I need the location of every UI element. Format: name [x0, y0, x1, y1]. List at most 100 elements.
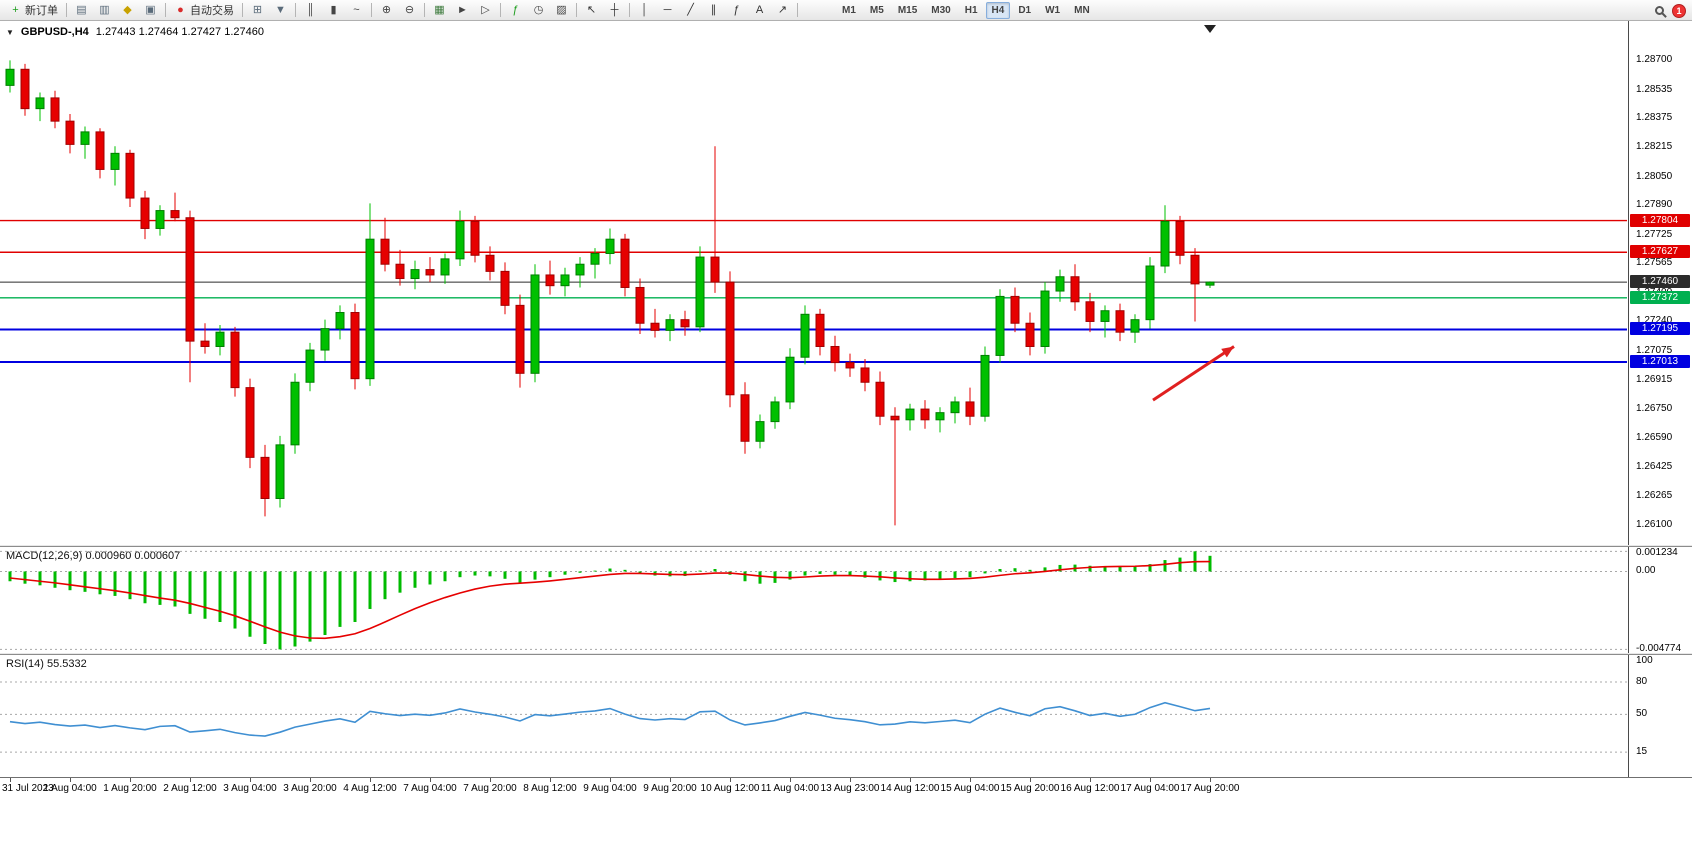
- horizontal-line-icon[interactable]: ─: [656, 1, 679, 19]
- candle-body: [230, 331, 240, 389]
- candle-body: [185, 217, 195, 342]
- time-tick: [730, 778, 731, 782]
- macd-panel[interactable]: MACD(12,26,9) 0.000960 0.000607 0.001234…: [0, 547, 1692, 654]
- toolbar-separator: [165, 3, 166, 17]
- candle-body: [80, 131, 90, 145]
- timeframe-h1-button[interactable]: H1: [964, 4, 978, 16]
- zoom-in-icon[interactable]: ⊕: [375, 1, 398, 19]
- timeframe-d1-button[interactable]: D1: [1018, 4, 1032, 16]
- trendline-icon[interactable]: ╱: [679, 1, 702, 19]
- line-chart-icon[interactable]: ~: [345, 1, 368, 19]
- trend-arrow-line[interactable]: [1152, 345, 1235, 402]
- timeframe-w1-button[interactable]: W1: [1045, 4, 1061, 16]
- timeframe-m1-button[interactable]: M1: [842, 4, 856, 16]
- tile-windows-icon[interactable]: ▦: [428, 1, 451, 19]
- time-label: 3 Aug 04:00: [223, 783, 277, 794]
- candle-body: [305, 349, 315, 383]
- cursor-icon[interactable]: ↖: [580, 1, 603, 19]
- h-lines-layer[interactable]: [0, 219, 1627, 364]
- time-label: 7 Aug 20:00: [463, 783, 517, 794]
- price-tick: 1.28050: [1636, 170, 1673, 182]
- timeframe-m15-button[interactable]: M15: [897, 4, 918, 16]
- candle-body: [260, 456, 270, 500]
- auto-scroll-icon[interactable]: ►: [451, 1, 474, 19]
- notification-badge[interactable]: 1: [1672, 3, 1686, 18]
- candle-body: [365, 238, 375, 380]
- profiles-icon[interactable]: ▼: [269, 1, 292, 19]
- bar-chart-icon: ║: [306, 4, 315, 16]
- candle-body: [935, 412, 945, 421]
- candlestick-icon[interactable]: ▮: [322, 1, 345, 19]
- vertical-line-icon[interactable]: │: [633, 1, 656, 19]
- time-label: 2 Aug 12:00: [163, 783, 217, 794]
- price-tag-1.27627[interactable]: 1.27627: [1630, 245, 1690, 259]
- candle-body: [785, 356, 795, 403]
- candle-body: [1010, 295, 1020, 324]
- price-tag-1.27195[interactable]: 1.27195: [1630, 322, 1690, 336]
- rsi-canvas: [0, 681, 1627, 753]
- new-chart-icon[interactable]: ⊞: [246, 1, 269, 19]
- price-tag-1.27804[interactable]: 1.27804: [1630, 213, 1690, 227]
- periods-dropdown[interactable]: ◷: [527, 1, 550, 19]
- navigator-icon[interactable]: ◆: [116, 1, 139, 19]
- price-tick: 1.28375: [1636, 112, 1673, 124]
- price-tag-1.27013[interactable]: 1.27013: [1630, 355, 1690, 369]
- timeframe-h4-button[interactable]: H4: [985, 1, 1011, 19]
- chart-shift-marker[interactable]: [1204, 25, 1216, 33]
- rsi-panel[interactable]: RSI(14) 55.5332 100 80 50 15: [0, 655, 1692, 777]
- timeframe-mn-button[interactable]: MN: [1074, 4, 1090, 16]
- timeframe-m30-button[interactable]: M30: [931, 4, 951, 16]
- timeframe-m5-button[interactable]: M5: [869, 4, 884, 16]
- candle-body: [95, 131, 105, 170]
- channel-icon[interactable]: ∥: [702, 1, 725, 19]
- templates-dropdown: ▨: [556, 4, 567, 16]
- candle-body: [815, 313, 825, 347]
- main-chart-panel[interactable]: ▼ GBPUSD-,H4 1.27443 1.27464 1.27427 1.2…: [0, 21, 1692, 545]
- price-tick: 1.26915: [1636, 373, 1673, 385]
- chart-ohlc-values: 1.27443 1.27464 1.27427 1.27460: [95, 26, 264, 38]
- candle-body: [800, 313, 810, 358]
- time-label: 14 Aug 12:00: [880, 783, 940, 794]
- candle-body: [545, 274, 555, 287]
- candle-body: [905, 408, 915, 421]
- toolbar-separator: [424, 3, 425, 17]
- rsi-tick: 15: [1636, 746, 1648, 758]
- fibonacci-icon[interactable]: ƒ: [725, 1, 748, 19]
- rsi-tick: 80: [1636, 675, 1648, 687]
- price-tag-1.27372[interactable]: 1.27372: [1630, 290, 1690, 304]
- chart-shift-icon[interactable]: ▷: [474, 1, 497, 19]
- price-tick: 1.27075: [1636, 344, 1673, 356]
- templates-dropdown[interactable]: ▨: [550, 1, 573, 19]
- new-order-button[interactable]: + 新订单: [4, 1, 63, 19]
- text-icon[interactable]: A: [748, 1, 771, 19]
- time-tick: [670, 778, 671, 782]
- zoom-out-icon[interactable]: ⊖: [398, 1, 421, 19]
- macd-label: MACD(12,26,9) 0.000960 0.000607: [6, 550, 181, 562]
- trend-arrow[interactable]: [1152, 345, 1235, 402]
- candle-body: [575, 263, 585, 276]
- autotrading-button[interactable]: ● 自动交易: [169, 1, 239, 19]
- panel-divider[interactable]: [0, 653, 1692, 655]
- market-watch-icon[interactable]: ▤: [70, 1, 93, 19]
- bar-chart-icon[interactable]: ║: [299, 1, 322, 19]
- panel-divider[interactable]: [0, 545, 1692, 547]
- terminal-icon[interactable]: ▣: [139, 1, 162, 19]
- search-icon[interactable]: [1655, 6, 1664, 15]
- rsi-line: [9, 701, 1211, 737]
- price-tag-1.27460[interactable]: 1.27460: [1630, 275, 1690, 289]
- autotrading-button-icon: ●: [177, 4, 184, 16]
- arrows-dropdown[interactable]: ↗: [771, 1, 794, 19]
- price-tick: 1.26100: [1636, 519, 1673, 531]
- crosshair-icon[interactable]: ┼: [603, 1, 626, 19]
- rsi-axis: 100 80 50 15: [1628, 655, 1692, 777]
- main-chart-canvas[interactable]: [0, 21, 1627, 545]
- time-tick: [490, 778, 491, 782]
- time-axis[interactable]: 31 Jul 2023 1 Aug 04:00 1 Aug 20:00 2 Aug 1…: [0, 777, 1692, 797]
- indicators-button[interactable]: ƒ: [504, 1, 527, 19]
- data-window-icon[interactable]: ▥: [93, 1, 116, 19]
- collapse-arrow-icon[interactable]: ▼: [6, 27, 14, 37]
- time-label: 1 Aug 20:00: [103, 783, 157, 794]
- time-tick: [1210, 778, 1211, 782]
- line-chart-icon: ~: [353, 4, 360, 16]
- price-axis[interactable]: 1.28700 1.28535 1.28375 1.28215 1.28050 1.278…: [1628, 21, 1692, 545]
